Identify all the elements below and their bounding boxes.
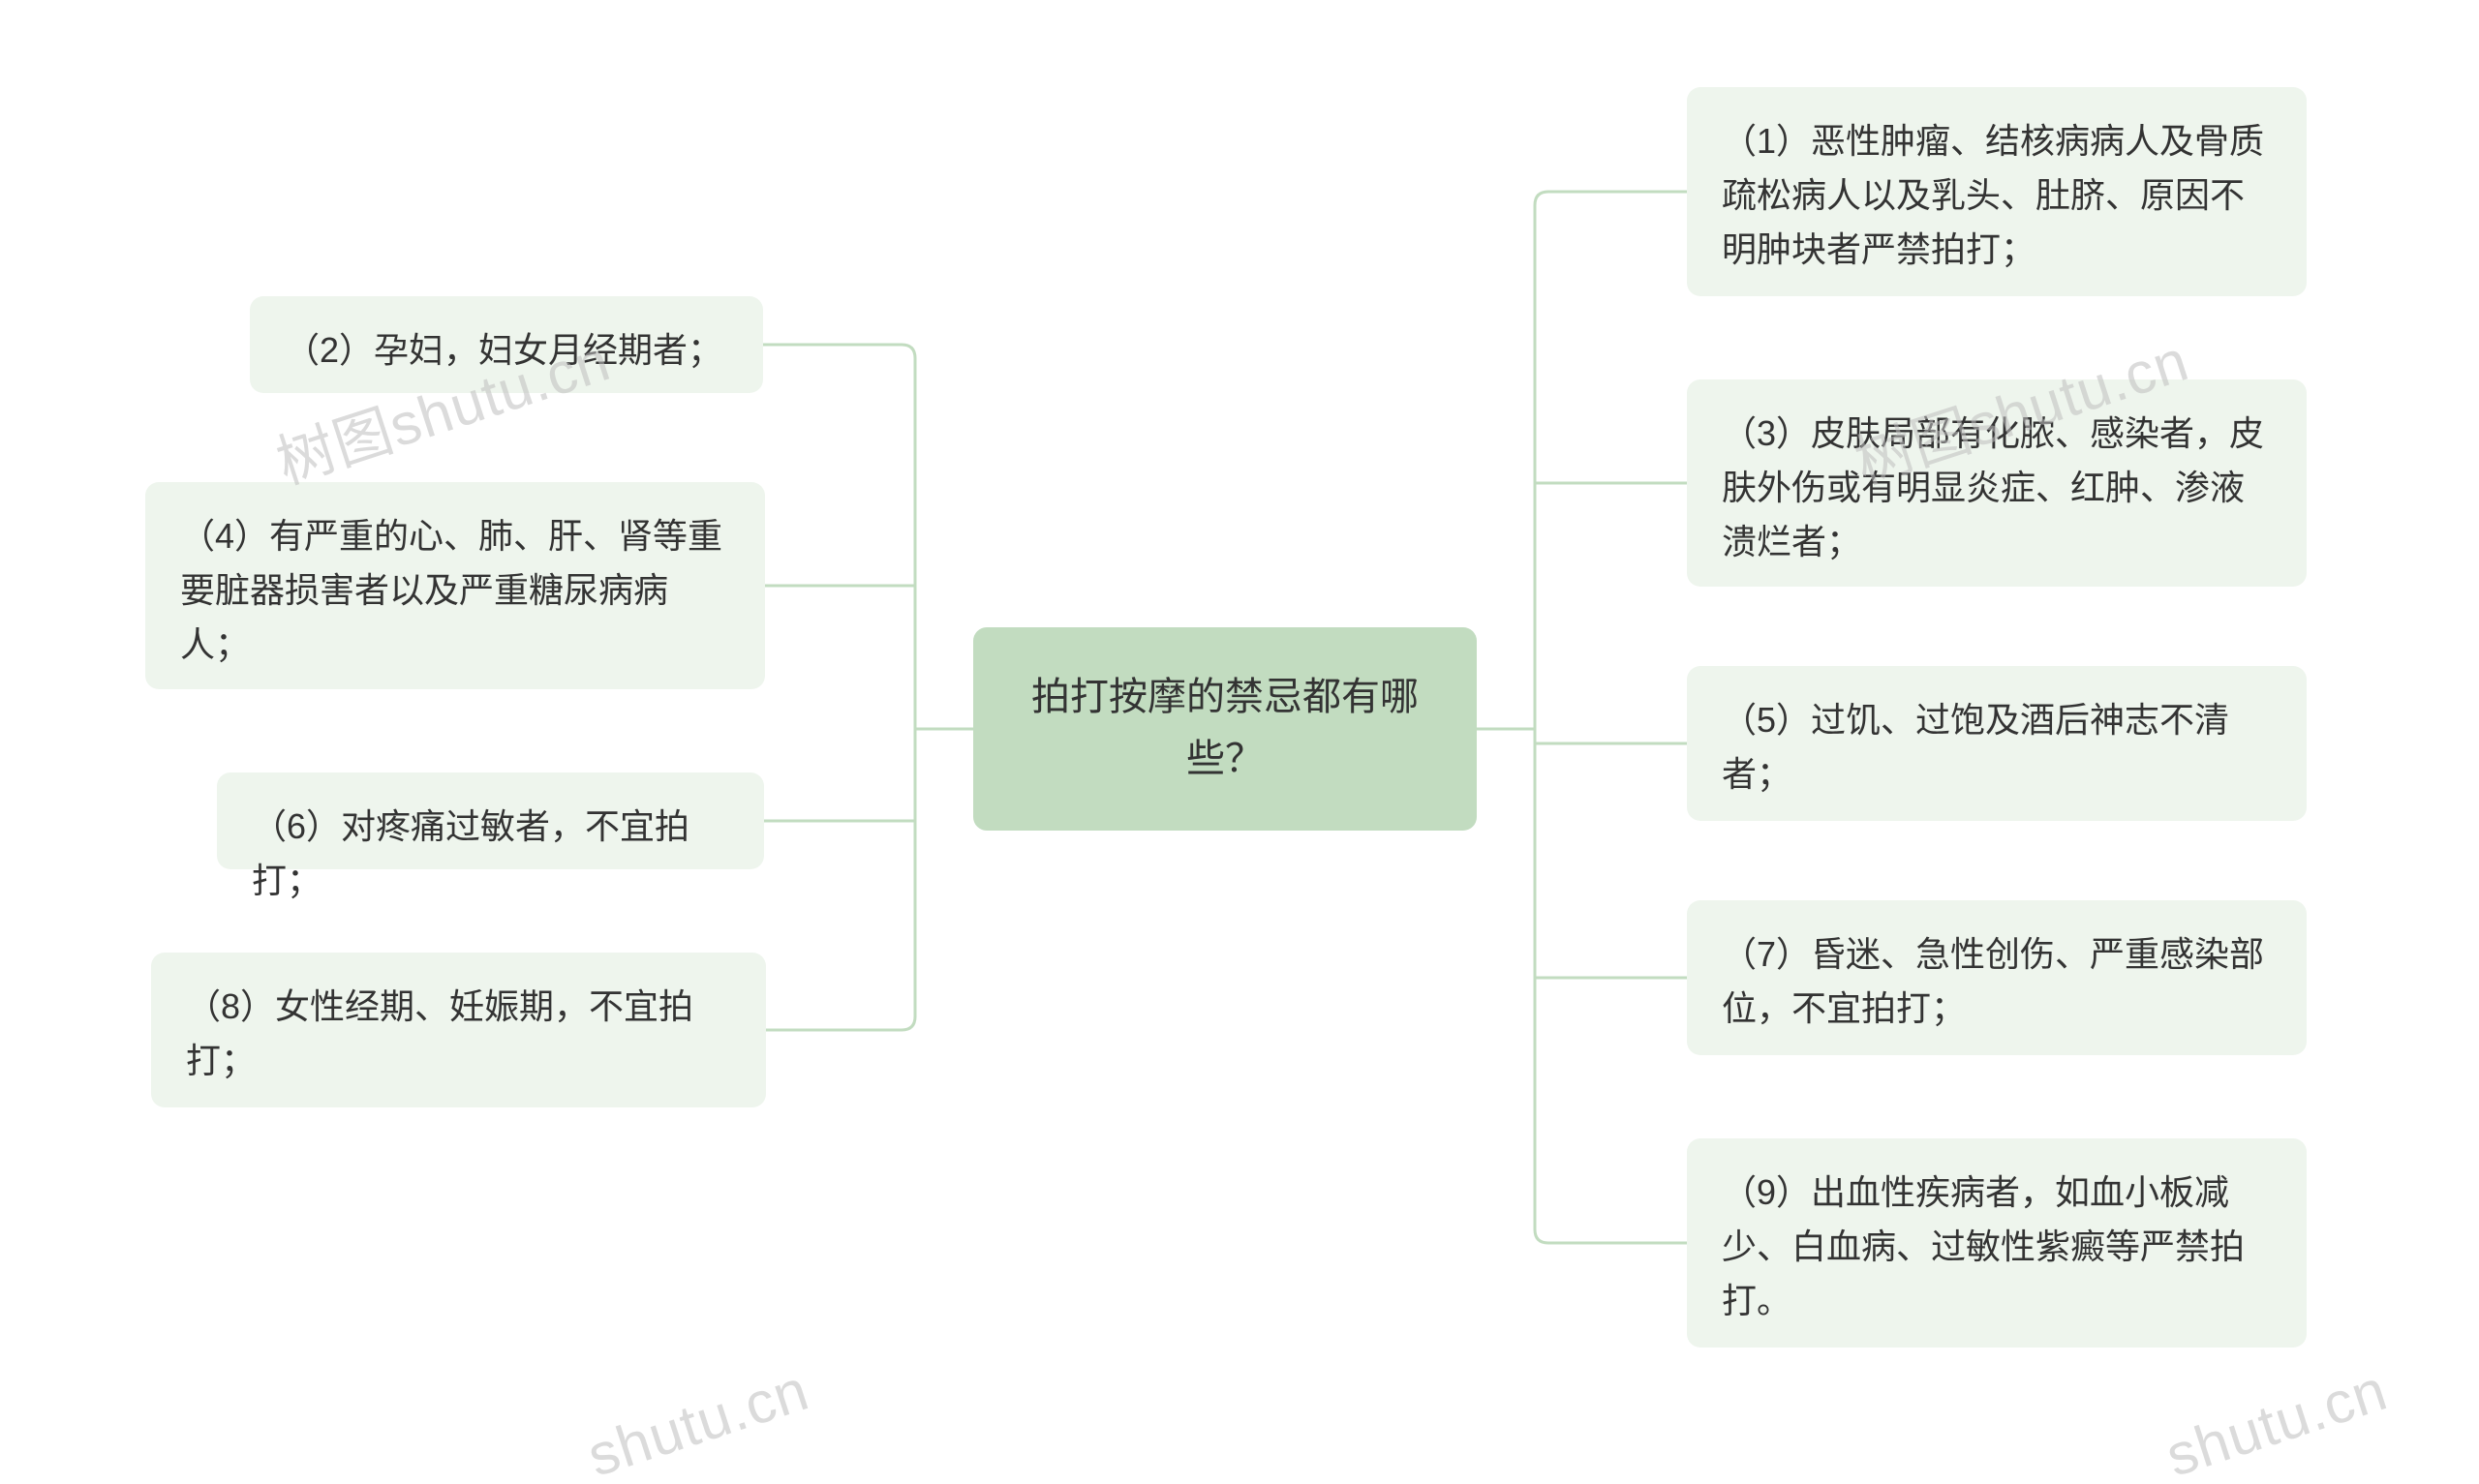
center-node-text: 拍打按摩的禁忌都有哪些？ — [1031, 676, 1419, 780]
leaf-node-text: （6）对疼痛过敏者，不宜拍打； — [252, 806, 689, 900]
center-node[interactable]: 拍打按摩的禁忌都有哪些？ — [973, 627, 1477, 831]
leaf-node-n9[interactable]: （9）出血性疾病者，如血小板减少、白血病、过敏性紫癜等严禁拍打。 — [1687, 1138, 2307, 1348]
leaf-node-text: （2）孕妇，妇女月经期者； — [285, 330, 722, 370]
leaf-node-text: （5）过饥、过饱及酒后神志不清者； — [1722, 700, 2229, 794]
leaf-node-text: （7）昏迷、急性创伤、严重感染部位，不宜拍打； — [1722, 934, 2264, 1028]
leaf-node-n7[interactable]: （7）昏迷、急性创伤、严重感染部位，不宜拍打； — [1687, 900, 2307, 1055]
leaf-node-n1[interactable]: （1）恶性肿瘤、结核病病人及骨质疏松病人以及乳头、肚脐、原因不明肿块者严禁拍打； — [1687, 87, 2307, 296]
leaf-node-text: （8）女性经期、妊娠期，不宜拍打； — [186, 986, 693, 1080]
watermark-en: shutu.cn — [580, 1357, 816, 1484]
connector — [1535, 192, 1548, 1243]
leaf-node-n2[interactable]: （2）孕妇，妇女月经期者； — [250, 296, 763, 393]
mindmap-canvas: 拍打按摩的禁忌都有哪些？ （2）孕妇，妇女月经期者； （4）有严重的心、肺、肝、肾等… — [0, 0, 2479, 1484]
leaf-node-text: （9）出血性疾病者，如血小板减少、白血病、过敏性紫癜等严禁拍打。 — [1722, 1172, 2245, 1320]
leaf-node-n8[interactable]: （8）女性经期、妊娠期，不宜拍打； — [151, 953, 766, 1107]
leaf-node-n5[interactable]: （5）过饥、过饱及酒后神志不清者； — [1687, 666, 2307, 821]
leaf-node-text: （1）恶性肿瘤、结核病病人及骨质疏松病人以及乳头、肚脐、原因不明肿块者严禁拍打； — [1722, 121, 2264, 269]
watermark: shutu.cn — [2158, 1356, 2396, 1484]
connector — [902, 345, 915, 1030]
leaf-node-n3[interactable]: （3）皮肤局部有化脓、感染者，皮肤外伤或有明显炎症、红肿、渗液溃烂者； — [1687, 379, 2307, 587]
leaf-node-text: （3）皮肤局部有化脓、感染者，皮肤外伤或有明显炎症、红肿、渗液溃烂者； — [1722, 413, 2264, 561]
watermark-en: shutu.cn — [2158, 1357, 2395, 1484]
leaf-node-n4[interactable]: （4）有严重的心、肺、肝、肾等重要脏器损害者以及严重糖尿病病人； — [145, 482, 765, 689]
leaf-node-text: （4）有严重的心、肺、肝、肾等重要脏器损害者以及严重糖尿病病人； — [180, 516, 722, 664]
leaf-node-n6[interactable]: （6）对疼痛过敏者，不宜拍打； — [217, 772, 764, 869]
watermark: shutu.cn — [580, 1356, 817, 1484]
